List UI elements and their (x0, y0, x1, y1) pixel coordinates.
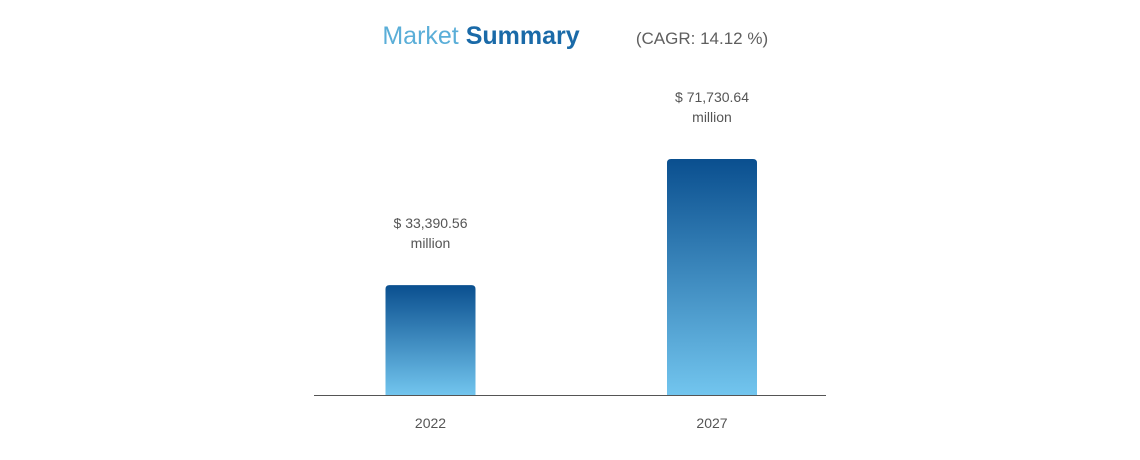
chart-title-part2: Summary (466, 22, 580, 50)
value-unit-2022: million (411, 235, 451, 251)
bar-2027 (667, 159, 757, 395)
chart-title: Market Summary (382, 22, 579, 50)
value-unit-2027: million (692, 109, 732, 125)
x-tick-2022: 2022 (415, 415, 446, 431)
value-label-2027: $ 71,730.64 (675, 89, 749, 105)
chart-marks: $ 33,390.56 million 2022 $ 71,730.64 million… (385, 89, 757, 431)
bar-2022 (385, 285, 476, 395)
chart-title-part1: Market (382, 22, 458, 50)
x-tick-2027: 2027 (696, 415, 727, 431)
cagr-label: (CAGR: 14.12 %) (636, 29, 768, 48)
value-label-2022: $ 33,390.56 (394, 215, 468, 231)
